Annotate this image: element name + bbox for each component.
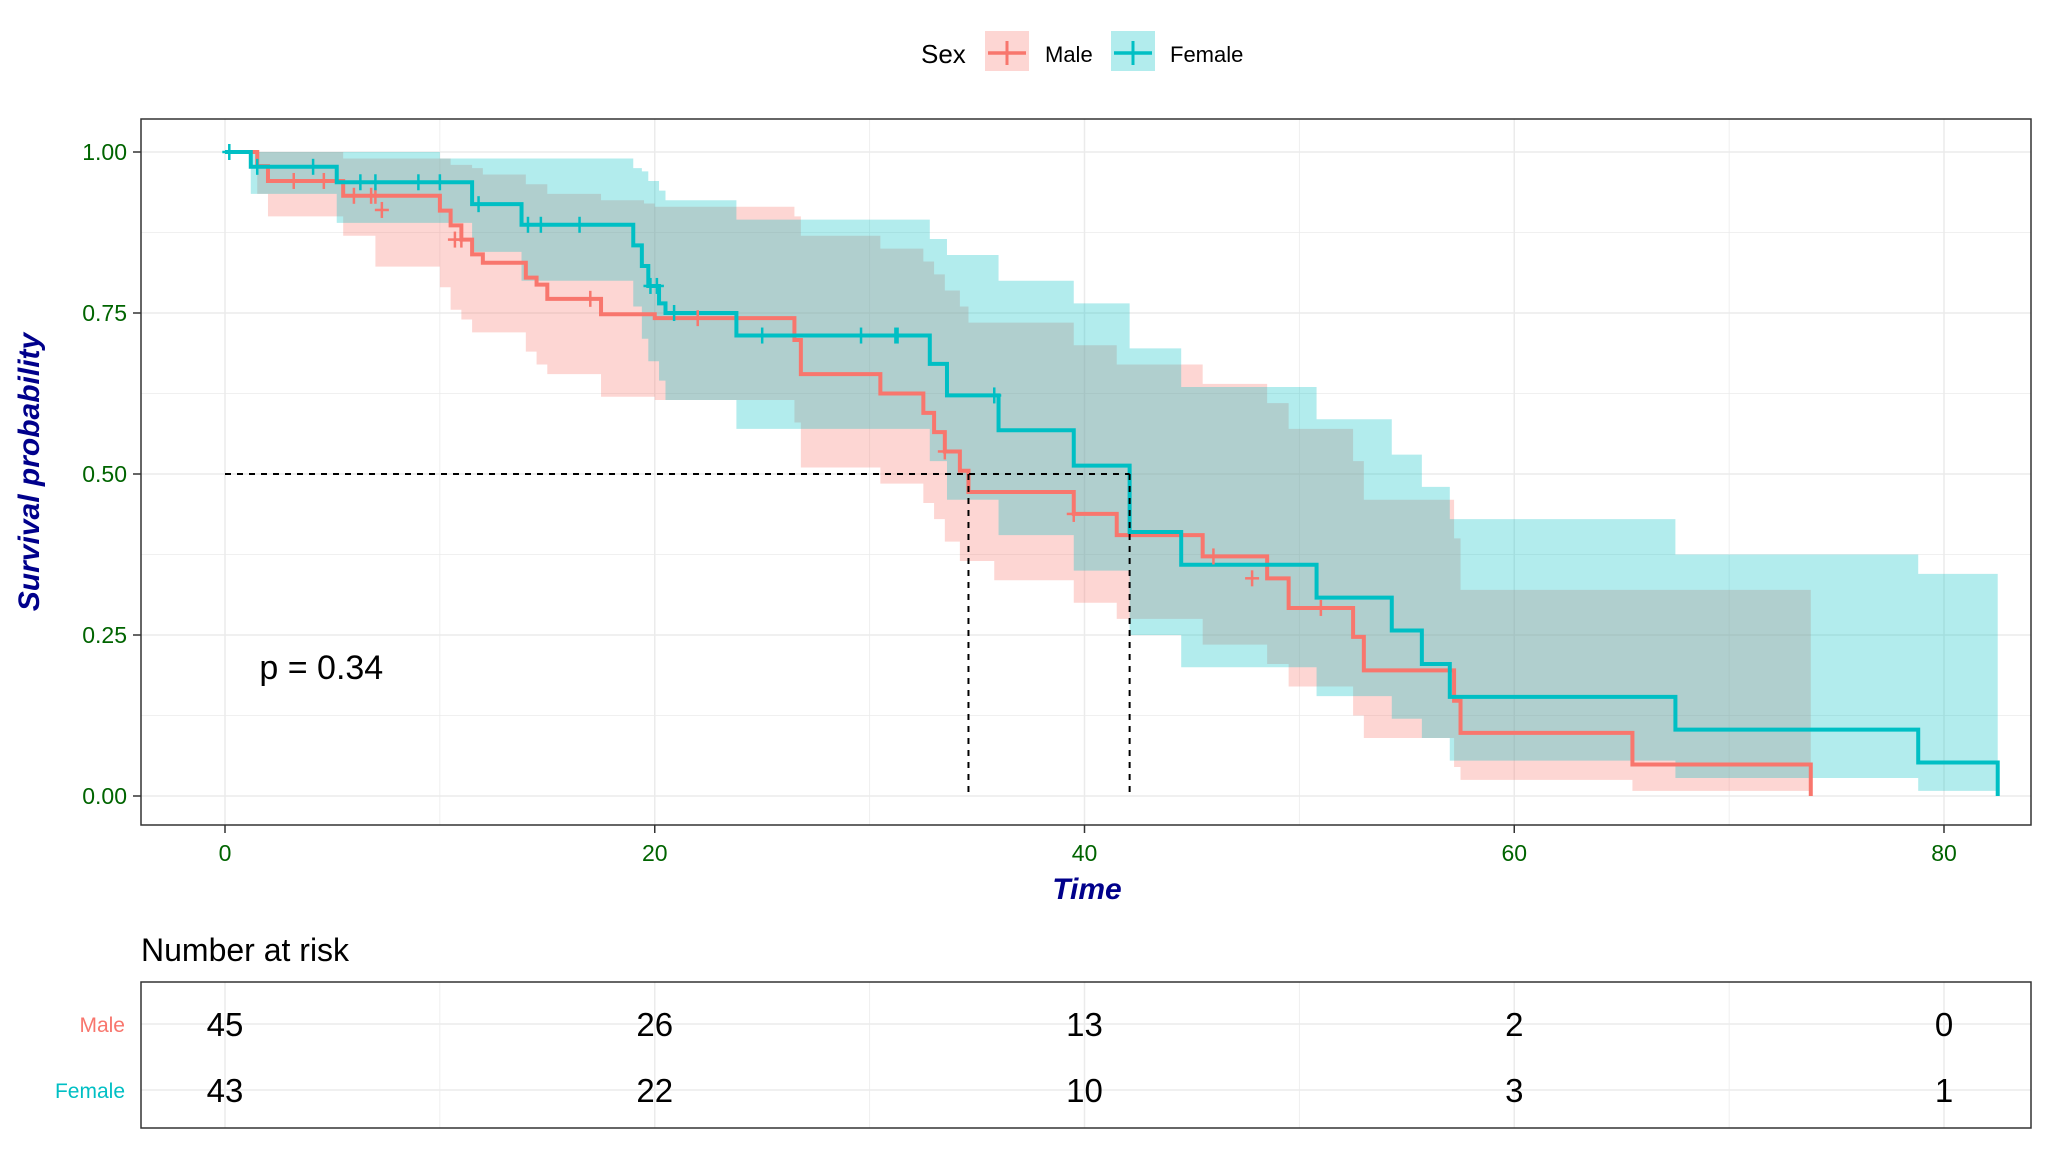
p-value-annotation: p = 0.34 xyxy=(259,649,383,687)
censor-marks xyxy=(222,144,1328,616)
censor-mark-male xyxy=(316,172,331,189)
censor-mark-female xyxy=(250,158,265,175)
censor-mark-female xyxy=(520,216,535,233)
x-axis-title: Time xyxy=(1052,873,1121,906)
x-tick-label: 60 xyxy=(1501,840,1527,866)
legend-title: Sex xyxy=(921,39,966,69)
censor-mark-female xyxy=(306,158,321,175)
censor-mark-female xyxy=(649,277,664,294)
censor-mark-female xyxy=(987,387,1002,404)
censor-mark-male xyxy=(1066,505,1081,522)
y-tick-label: 0.50 xyxy=(82,461,127,487)
legend-item-female: Female xyxy=(1111,31,1243,71)
grid-lines xyxy=(141,119,2031,825)
censor-mark-female xyxy=(533,216,548,233)
censor-mark-female xyxy=(353,174,368,191)
risk-cell-male: 26 xyxy=(636,1006,673,1043)
legend-female-label: Female xyxy=(1170,42,1243,67)
x-axis-ticks: 0 20 40 60 80 xyxy=(219,825,1957,866)
risk-table: Number at risk Male 45 26 13 2 0 Female 43 22 10 3… xyxy=(55,932,2032,1129)
legend-male-label: Male xyxy=(1045,42,1093,67)
x-tick-label: 0 xyxy=(219,840,232,866)
risk-table-title: Number at risk xyxy=(141,932,350,968)
censor-mark-male xyxy=(374,201,389,218)
censor-mark-female xyxy=(667,305,682,321)
y-tick-label: 1.00 xyxy=(82,139,127,165)
x-tick-label: 20 xyxy=(642,840,668,866)
censor-mark-male xyxy=(368,187,383,204)
risk-cell-female: 43 xyxy=(207,1072,244,1109)
risk-cell-female: 1 xyxy=(1935,1072,1953,1109)
y-axis-title: Survival probability xyxy=(13,331,46,611)
censor-mark-female xyxy=(755,327,770,344)
censor-mark-male xyxy=(690,310,705,327)
risk-cell-male: 13 xyxy=(1066,1006,1103,1043)
x-tick-label: 80 xyxy=(1931,840,1957,866)
censor-mark-female xyxy=(222,144,237,160)
risk-table-cells: Male 45 26 13 2 0 Female 43 22 10 3 1 xyxy=(55,1006,1953,1109)
censor-mark-female xyxy=(432,174,447,191)
censor-mark-male xyxy=(286,172,301,189)
censor-mark-male xyxy=(1206,548,1221,565)
risk-table-grid xyxy=(141,982,2031,1128)
risk-cell-female: 3 xyxy=(1505,1072,1523,1109)
survival-curve-male xyxy=(225,150,1813,796)
confidence-bands xyxy=(225,152,1998,791)
confidence-band-female xyxy=(225,152,1998,791)
risk-cell-female: 10 xyxy=(1066,1072,1103,1109)
censor-mark-female xyxy=(890,327,905,344)
censor-mark-male xyxy=(583,290,598,307)
y-tick-label: 0.00 xyxy=(82,783,127,809)
risk-table-border xyxy=(140,981,2032,1129)
legend-item-male: Male xyxy=(985,31,1093,71)
risk-row-label-male: Male xyxy=(79,1014,125,1037)
plot-border xyxy=(140,118,2032,826)
censor-mark-female xyxy=(854,327,869,344)
risk-cell-male: 45 xyxy=(207,1006,244,1043)
censor-mark-male xyxy=(1245,570,1260,587)
x-tick-label: 40 xyxy=(1072,840,1098,866)
median-lines xyxy=(225,473,1131,796)
censor-mark-male xyxy=(454,231,469,248)
censor-mark-male xyxy=(937,443,952,460)
censor-mark-female xyxy=(411,174,426,191)
survival-curves xyxy=(225,150,2000,796)
y-tick-label: 0.25 xyxy=(82,622,127,648)
legend: Sex Male Female xyxy=(921,31,1243,71)
censor-mark-female xyxy=(471,196,486,213)
censor-mark-female xyxy=(368,174,383,191)
risk-cell-male: 0 xyxy=(1935,1006,1953,1043)
censor-mark-female xyxy=(572,216,587,233)
censor-mark-male xyxy=(1313,599,1328,616)
risk-cell-male: 2 xyxy=(1505,1006,1523,1043)
plot-panel: p = 0.34 xyxy=(140,118,2032,826)
risk-row-label-female: Female xyxy=(55,1080,125,1103)
censor-mark-male xyxy=(346,187,361,204)
y-tick-label: 0.75 xyxy=(82,300,127,326)
y-axis-ticks: 0.00 0.25 0.50 0.75 1.00 xyxy=(82,139,141,809)
risk-cell-female: 22 xyxy=(636,1072,673,1109)
survival-curve-female xyxy=(225,150,2000,796)
